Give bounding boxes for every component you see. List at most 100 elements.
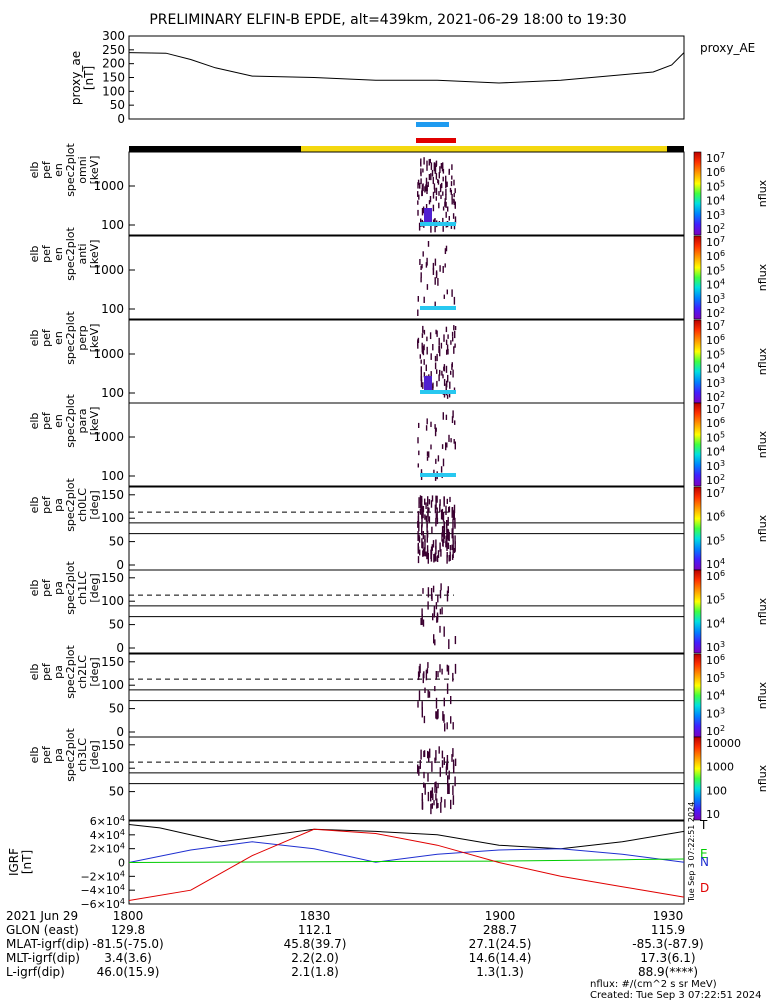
spectrogram-low-energy-band bbox=[420, 306, 456, 310]
colorbar-tick-label: 106 bbox=[706, 569, 725, 583]
pa-pixel bbox=[446, 498, 448, 504]
colorbar-tick-label: 107 bbox=[706, 486, 725, 500]
spectrogram-core bbox=[424, 376, 432, 390]
igrf-ylabel: IGRF[nT] bbox=[7, 848, 34, 876]
pa-pixel bbox=[439, 499, 441, 506]
pa-pixel bbox=[435, 513, 437, 519]
pa-pixel bbox=[452, 722, 454, 730]
pa-pixel bbox=[454, 523, 456, 529]
colorbar-tick-label: 102 bbox=[706, 724, 725, 738]
spectrogram-pixel bbox=[419, 259, 421, 265]
panel-ytick-label: 100 bbox=[101, 302, 124, 316]
pa-pixel bbox=[437, 782, 439, 789]
pa-pixel bbox=[424, 498, 426, 505]
pa-pixel bbox=[431, 803, 433, 809]
spectrogram-pixel bbox=[429, 158, 431, 164]
spectrogram-pixel bbox=[438, 202, 440, 209]
pa-pixel bbox=[418, 497, 420, 509]
spectrogram-pixel bbox=[427, 181, 429, 187]
pa-pixel bbox=[440, 796, 443, 803]
pa-pixel bbox=[421, 507, 423, 518]
colorbar-tick-label: 105 bbox=[706, 533, 725, 547]
spectrogram-pixel bbox=[452, 369, 454, 378]
spectrogram-pixel bbox=[451, 175, 453, 180]
spectrogram-pixel bbox=[438, 191, 440, 196]
pa-pixel bbox=[418, 690, 421, 701]
panel-ytick-label: 1000 bbox=[93, 263, 124, 277]
spectrogram-pixel bbox=[425, 177, 428, 185]
igrf-line-E bbox=[128, 858, 685, 863]
colorbar-tick-label: 104 bbox=[706, 445, 725, 459]
igrf-ytick-label: −4×104 bbox=[80, 883, 125, 897]
colorbar-tick-label: 104 bbox=[706, 362, 725, 376]
spectrogram-pixel bbox=[432, 382, 434, 389]
spectrogram-pixel bbox=[435, 458, 437, 464]
pa-pixel bbox=[421, 701, 423, 710]
panel-ytick-label: 100 bbox=[101, 761, 124, 775]
pa-pixel bbox=[446, 683, 449, 694]
pa-pixel bbox=[437, 594, 439, 603]
table-cell: 2.2(2.0) bbox=[291, 951, 339, 965]
colorbar-label: nflux bbox=[756, 179, 769, 207]
pa-pixel bbox=[454, 758, 457, 767]
spectrogram-pixel bbox=[426, 418, 428, 425]
spectrogram-pixel bbox=[446, 394, 449, 399]
pa-pixel bbox=[440, 802, 442, 813]
pa-pixel bbox=[452, 536, 454, 542]
panel-ylabel: elbpefpaspec2plotch3LC[deg] bbox=[28, 728, 101, 782]
spectrogram-pixel bbox=[428, 174, 431, 181]
pa-pixel bbox=[421, 707, 423, 718]
pa-pixel bbox=[435, 750, 437, 761]
panel-ylabel: elbpefenspec2plotperp[keV] bbox=[28, 311, 101, 365]
panel-ytick-label: 100 bbox=[101, 594, 124, 608]
panel-ylabel: elbpefenspec2plotpara[keV] bbox=[28, 394, 101, 448]
spectrogram-pixel bbox=[435, 272, 438, 279]
pa-pixel bbox=[437, 671, 439, 678]
panel-ytick-label: 100 bbox=[101, 511, 124, 525]
pa-pixel bbox=[424, 548, 426, 557]
spectrogram-pixel bbox=[434, 355, 437, 362]
table-cell: 14.6(14.4) bbox=[469, 951, 532, 965]
spectrogram-pixel bbox=[436, 353, 438, 362]
spectrogram-pixel bbox=[438, 345, 440, 351]
spectrogram-pixel bbox=[432, 191, 435, 199]
spectrogram-pixel bbox=[419, 182, 421, 189]
spectrogram-low-energy-band bbox=[420, 390, 456, 394]
spectrogram-pixel bbox=[440, 194, 442, 200]
pa-pixel bbox=[445, 505, 447, 515]
pa-pixel bbox=[453, 509, 455, 521]
pa-pixel bbox=[427, 601, 429, 610]
spectrogram-pixel bbox=[453, 198, 455, 204]
pa-pixel bbox=[418, 521, 420, 532]
pa-pixel bbox=[453, 504, 456, 514]
proxy-ytick-label: 50 bbox=[110, 98, 125, 112]
spectrogram-pixel bbox=[420, 359, 422, 364]
pa-pixel bbox=[433, 610, 436, 618]
spectrogram-pixel bbox=[442, 412, 444, 420]
panel-ytick-label: 150 bbox=[101, 655, 124, 669]
colorbar-tick-label: 102 bbox=[706, 222, 725, 236]
spectrogram-pixel bbox=[434, 301, 436, 307]
pa-pixel bbox=[435, 501, 437, 510]
pa-pixel bbox=[435, 602, 438, 610]
spectrogram-pixel bbox=[434, 362, 437, 370]
colorbar-tick-label: 10000 bbox=[706, 737, 741, 750]
science-zone-blue-bar bbox=[416, 122, 449, 127]
pa-pixel bbox=[422, 619, 425, 627]
pa-pixel bbox=[447, 665, 450, 675]
pa-pixel bbox=[417, 516, 420, 522]
pa-pixel bbox=[424, 539, 426, 550]
colorbar-label: nflux bbox=[756, 347, 769, 375]
spectrogram-pixel bbox=[420, 272, 422, 278]
spectrogram-pixel bbox=[435, 427, 437, 432]
spectrogram-pixel bbox=[417, 296, 419, 302]
spectrogram-pixel bbox=[420, 178, 422, 185]
panel-ytick-label: 100 bbox=[101, 678, 124, 692]
colorbar-label: nflux bbox=[756, 681, 769, 709]
pa-pixel bbox=[443, 534, 445, 544]
spectrogram-pixel bbox=[430, 371, 432, 378]
spectrogram-pixel bbox=[420, 218, 422, 225]
pa-pixel bbox=[441, 760, 444, 768]
pa-pixel bbox=[454, 517, 456, 528]
